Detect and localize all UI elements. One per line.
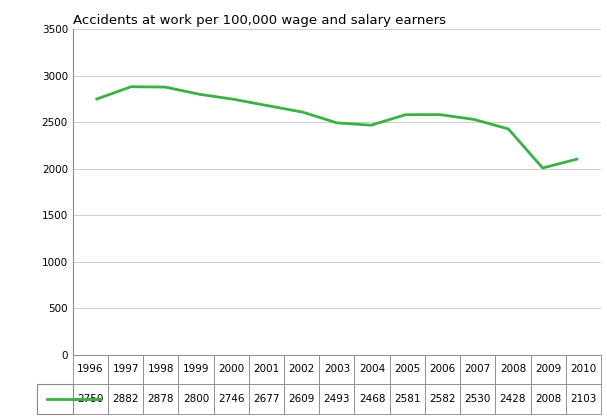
Text: Accidents at work per 100,000 wage and salary earners: Accidents at work per 100,000 wage and s… [73, 14, 446, 27]
FancyBboxPatch shape [36, 384, 73, 414]
